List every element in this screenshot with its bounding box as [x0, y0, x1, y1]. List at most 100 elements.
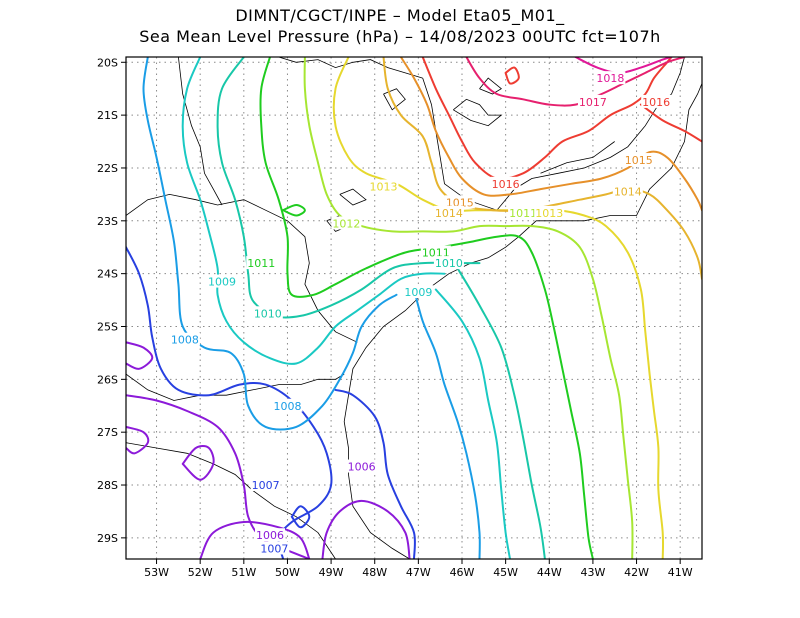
x-tick-label: 47W: [406, 566, 431, 579]
isobar-label-bg: [490, 176, 521, 190]
grid-lines: [126, 57, 702, 559]
plot-frame: [125, 56, 703, 560]
isobar-1016: [639, 103, 702, 143]
isobar-label: 1008: [171, 334, 199, 347]
isobar-1007: [334, 388, 416, 559]
isobar-label-bg: [612, 184, 643, 198]
isobar-label: 1007: [252, 479, 280, 492]
isobar-label: 1014: [435, 207, 463, 220]
isobar-label: 1006: [256, 529, 284, 542]
coastline: [479, 77, 502, 95]
isobar-label: 1009: [208, 276, 236, 289]
y-tick-label: 26S: [97, 373, 118, 386]
axes: 53W 52W 51W 50W 49W 48W 47W 46W 45W 44W 43W 42W 41W 2…: [97, 56, 693, 579]
isobar-label: 1010: [435, 257, 463, 270]
x-tick-label: 42W: [624, 566, 649, 579]
isobar-label-bg: [250, 478, 281, 492]
isobar-label-bg: [169, 332, 200, 346]
isobar-label: 1008: [273, 400, 301, 413]
isobar-1016: [504, 66, 520, 85]
coastline: [278, 57, 423, 79]
chart-subtitle: Sea Mean Level Pressure (hPa) – 14/08/20…: [139, 27, 661, 46]
y-tick-label: 23S: [97, 215, 118, 228]
isobar-label: 1017: [579, 96, 607, 109]
isobar-label-bg: [577, 94, 608, 108]
isobar-label: 1016: [492, 178, 520, 191]
isobar-label: 1012: [332, 217, 360, 230]
isobar-label-bg: [420, 245, 451, 259]
isobar-label-bg: [207, 274, 237, 288]
isobar-1012: [303, 57, 634, 559]
isobar-label: 1007: [260, 542, 288, 555]
y-tick-label: 21S: [97, 109, 118, 122]
isobar-label: 1013: [535, 207, 563, 220]
isobar-1016: [421, 57, 673, 180]
isobar-1006: [126, 425, 150, 455]
isobar-1006: [199, 520, 311, 559]
isobar-1006: [126, 341, 154, 370]
isobar-label-bg: [433, 205, 464, 219]
x-tick-label: 48W: [362, 566, 387, 579]
isobar-label-bg: [252, 306, 283, 320]
isobar-label-bg: [595, 71, 626, 85]
isobar-label: 1016: [642, 96, 670, 109]
isobar-1006: [181, 445, 215, 481]
isobar-1007: [126, 246, 333, 559]
isobar-1008: [142, 57, 398, 431]
isobar-label-bg: [623, 153, 654, 167]
isobar-1017: [465, 57, 686, 107]
isobar-label-bg: [534, 205, 565, 219]
x-tick-label: 45W: [493, 566, 518, 579]
isobar-label-bg: [433, 256, 464, 270]
isobar-label: 1018: [596, 72, 624, 85]
coastline: [540, 141, 615, 174]
isobar-label-bg: [255, 528, 285, 542]
isobar-1013: [332, 57, 665, 559]
chart-title: DIMNT/CGCT/INPE – Model Eta05_M01_: [235, 6, 565, 25]
isobar-label-bg: [368, 179, 399, 193]
isobar-label: 1006: [348, 461, 376, 474]
isobar-label-bg: [331, 216, 362, 230]
isobar-label-bg: [272, 398, 303, 412]
x-tick-label: 53W: [144, 566, 169, 579]
isobar-label-bg: [444, 195, 475, 209]
coastlines: [126, 57, 702, 559]
isobars: [126, 57, 702, 559]
isobar-label: 1010: [254, 307, 282, 320]
y-tick-label: 27S: [97, 426, 118, 439]
y-tick-label: 25S: [97, 320, 118, 333]
x-tick-label: 49W: [319, 566, 344, 579]
isobar-label: 1014: [614, 186, 642, 199]
isobar-1015: [399, 57, 702, 212]
isobar-1018: [574, 57, 673, 74]
y-tick-label: 22S: [97, 162, 118, 175]
coastline: [178, 57, 223, 206]
y-tick-label: 20S: [97, 56, 118, 69]
y-tick-label: 29S: [97, 532, 118, 545]
isobar-label-bg: [246, 256, 277, 270]
isobar-label: 1011: [509, 207, 537, 220]
coastline: [126, 373, 345, 401]
isobar-label: 1013: [369, 180, 397, 193]
isobar-1009: [434, 288, 511, 559]
x-tick-label: 43W: [580, 566, 605, 579]
isobar-label: 1009: [404, 286, 432, 299]
isobar-label-bg: [346, 459, 377, 473]
isobar-1007: [290, 505, 311, 529]
isobar-label-bg: [259, 541, 290, 555]
x-tick-label: 52W: [188, 566, 213, 579]
isobar-label: 1011: [247, 257, 275, 270]
coastline: [126, 193, 358, 343]
x-tick-label: 41W: [668, 566, 693, 579]
x-tick-label: 44W: [537, 566, 562, 579]
coastline: [453, 98, 503, 127]
x-tick-label: 46W: [450, 566, 475, 579]
coastline: [383, 88, 406, 111]
isobar-label-bg: [403, 285, 434, 299]
isobar-1008: [413, 288, 481, 559]
coastline: [339, 188, 367, 206]
y-tick-label: 28S: [97, 479, 118, 492]
isobar-1006: [321, 499, 411, 559]
isobar-label-bg: [641, 94, 672, 108]
